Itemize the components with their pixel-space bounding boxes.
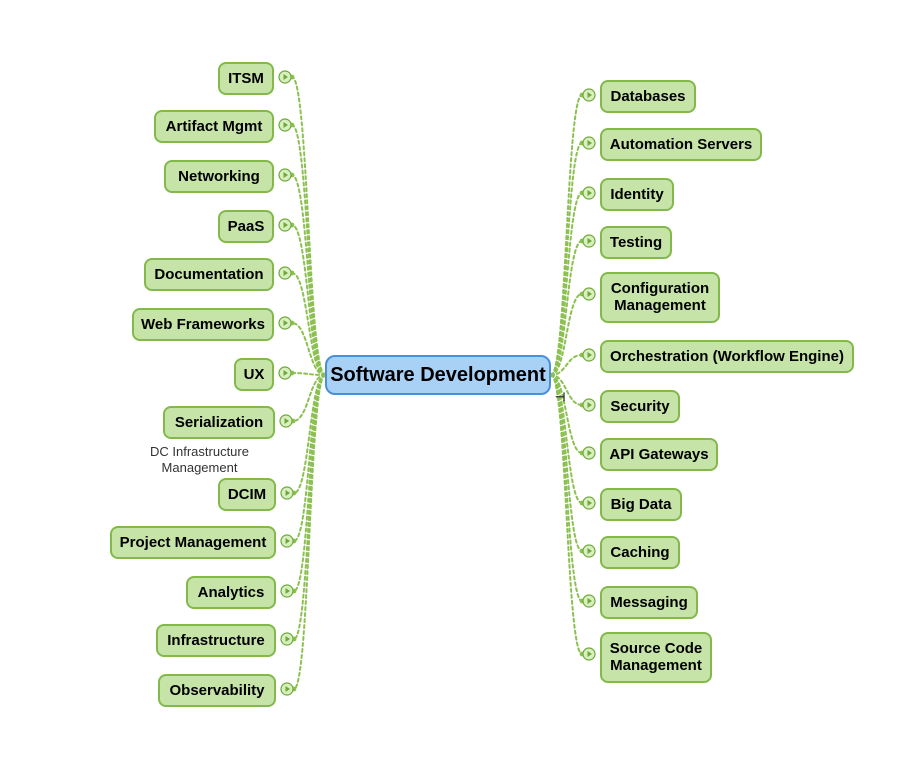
node-label: Big Data <box>611 496 672 513</box>
node-label: Serialization <box>175 414 263 431</box>
node-label: Artifact Mgmt <box>166 118 263 135</box>
expand-icon[interactable] <box>582 398 596 412</box>
node-analytics[interactable]: Analytics <box>186 576 276 609</box>
expand-icon[interactable] <box>278 316 292 330</box>
node-label: Web Frameworks <box>141 316 265 333</box>
expand-icon[interactable] <box>582 186 596 200</box>
node-label: Identity <box>610 186 663 203</box>
node-label: Source Code Management <box>610 640 703 675</box>
expand-icon[interactable] <box>582 136 596 150</box>
node-bigdata[interactable]: Big Data <box>600 488 682 521</box>
node-label: ITSM <box>228 70 264 87</box>
node-label: Observability <box>169 682 264 699</box>
node-automation[interactable]: Automation Servers <box>600 128 762 161</box>
expand-icon[interactable] <box>582 544 596 558</box>
node-configmgmt[interactable]: Configuration Management <box>600 272 720 323</box>
node-label: PaaS <box>228 218 265 235</box>
expand-icon[interactable] <box>278 70 292 84</box>
node-observability[interactable]: Observability <box>158 674 276 707</box>
expand-icon[interactable] <box>278 168 292 182</box>
expand-icon[interactable] <box>582 647 596 661</box>
node-paas[interactable]: PaaS <box>218 210 274 243</box>
collapse-marker: ⊣ <box>555 390 565 404</box>
node-label: Databases <box>610 88 685 105</box>
node-artifact[interactable]: Artifact Mgmt <box>154 110 274 143</box>
node-messaging[interactable]: Messaging <box>600 586 698 619</box>
expand-icon[interactable] <box>582 88 596 102</box>
expand-icon[interactable] <box>278 266 292 280</box>
mindmap-stage: Software Development DC Infrastructure Ma… <box>0 0 914 774</box>
node-ux[interactable]: UX <box>234 358 274 391</box>
center-node[interactable]: Software Development <box>325 355 551 395</box>
node-documentation[interactable]: Documentation <box>144 258 274 291</box>
expand-icon[interactable] <box>280 682 294 696</box>
expand-icon[interactable] <box>278 118 292 132</box>
node-identity[interactable]: Identity <box>600 178 674 211</box>
expand-icon[interactable] <box>280 584 294 598</box>
center-label: Software Development <box>330 364 546 387</box>
node-label: UX <box>244 366 265 383</box>
node-label: Project Management <box>120 534 267 551</box>
node-infrastructure[interactable]: Infrastructure <box>156 624 276 657</box>
node-label: Configuration Management <box>611 280 709 315</box>
expand-icon[interactable] <box>582 496 596 510</box>
node-orchestration[interactable]: Orchestration (Workflow Engine) <box>600 340 854 373</box>
node-label: Orchestration (Workflow Engine) <box>610 348 844 365</box>
node-networking[interactable]: Networking <box>164 160 274 193</box>
expand-icon[interactable] <box>582 594 596 608</box>
expand-icon[interactable] <box>582 234 596 248</box>
dcim-description-label: DC Infrastructure Management <box>150 444 249 475</box>
node-label: Testing <box>610 234 662 251</box>
expand-icon[interactable] <box>279 414 293 428</box>
expand-icon[interactable] <box>280 486 294 500</box>
node-itsm[interactable]: ITSM <box>218 62 274 95</box>
node-label: Security <box>610 398 669 415</box>
node-serialization[interactable]: Serialization <box>163 406 275 439</box>
expand-icon[interactable] <box>278 366 292 380</box>
expand-icon[interactable] <box>582 348 596 362</box>
node-projectmgmt[interactable]: Project Management <box>110 526 276 559</box>
expand-icon[interactable] <box>280 632 294 646</box>
expand-icon[interactable] <box>582 446 596 460</box>
node-label: DCIM <box>228 486 266 503</box>
node-caching[interactable]: Caching <box>600 536 680 569</box>
expand-icon[interactable] <box>278 218 292 232</box>
node-scm[interactable]: Source Code Management <box>600 632 712 683</box>
node-security[interactable]: Security <box>600 390 680 423</box>
expand-icon[interactable] <box>582 287 596 301</box>
node-label: Messaging <box>610 594 688 611</box>
node-label: Documentation <box>154 266 263 283</box>
node-label: Networking <box>178 168 260 185</box>
node-label: API Gateways <box>609 446 708 463</box>
expand-icon[interactable] <box>280 534 294 548</box>
node-label: Automation Servers <box>610 136 753 153</box>
node-label: Analytics <box>198 584 265 601</box>
node-label: Infrastructure <box>167 632 265 649</box>
node-databases[interactable]: Databases <box>600 80 696 113</box>
node-label: Caching <box>610 544 669 561</box>
node-apigateways[interactable]: API Gateways <box>600 438 718 471</box>
node-dcim[interactable]: DCIM <box>218 478 276 511</box>
node-testing[interactable]: Testing <box>600 226 672 259</box>
node-webframeworks[interactable]: Web Frameworks <box>132 308 274 341</box>
